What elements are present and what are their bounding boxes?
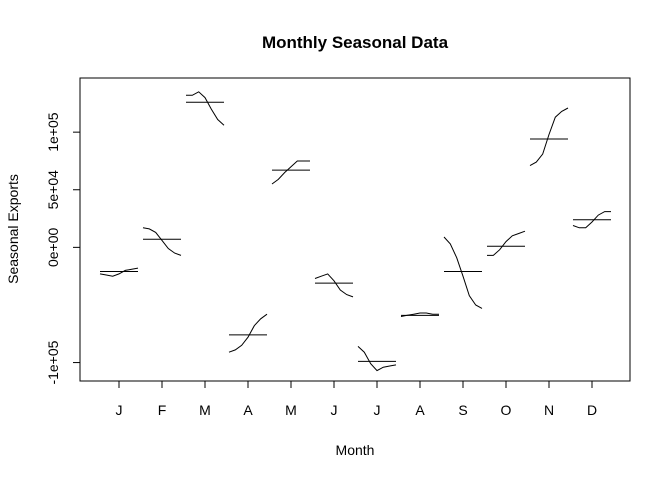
x-tick-label: N — [544, 402, 554, 418]
month-subseries-line — [529, 107, 569, 167]
x-tick-label: J — [331, 402, 338, 418]
month-subseries-line — [142, 227, 182, 256]
month-subseries-line — [400, 312, 439, 317]
x-tick-label: S — [458, 402, 467, 418]
month-subseries-line — [357, 346, 397, 372]
y-tick-label: -1e+05 — [45, 340, 61, 384]
month-subseries-line — [314, 273, 354, 298]
x-tick-label: J — [116, 402, 123, 418]
month-subseries-line — [443, 236, 483, 309]
month-subseries-line — [572, 211, 611, 229]
x-tick-label: M — [199, 402, 211, 418]
x-axis-label: Month — [336, 442, 375, 458]
month-subseries-line — [228, 313, 268, 353]
x-tick-label: J — [374, 402, 381, 418]
y-tick-label: 1e+05 — [45, 112, 61, 152]
month-subseries-line — [487, 230, 526, 256]
y-tick-label: 5e+04 — [45, 170, 61, 210]
month-subseries-line — [99, 267, 139, 277]
y-axis-label: Seasonal Exports — [5, 174, 21, 284]
x-tick-label: M — [285, 402, 297, 418]
x-tick-label: D — [587, 402, 597, 418]
y-tick-label: 0e+00 — [45, 227, 61, 267]
plot-frame — [79, 77, 631, 382]
x-tick-label: A — [243, 402, 253, 418]
x-tick-label: F — [158, 402, 167, 418]
month-subseries-line — [186, 91, 225, 126]
x-tick-label: A — [415, 402, 425, 418]
y-axis: -1e+05 0e+00 5e+04 1e+05 — [45, 112, 81, 385]
chart-title: Monthly Seasonal Data — [262, 33, 449, 52]
month-subseries-line — [271, 160, 310, 185]
monthly-series — [99, 91, 611, 372]
x-tick-label: O — [501, 402, 512, 418]
